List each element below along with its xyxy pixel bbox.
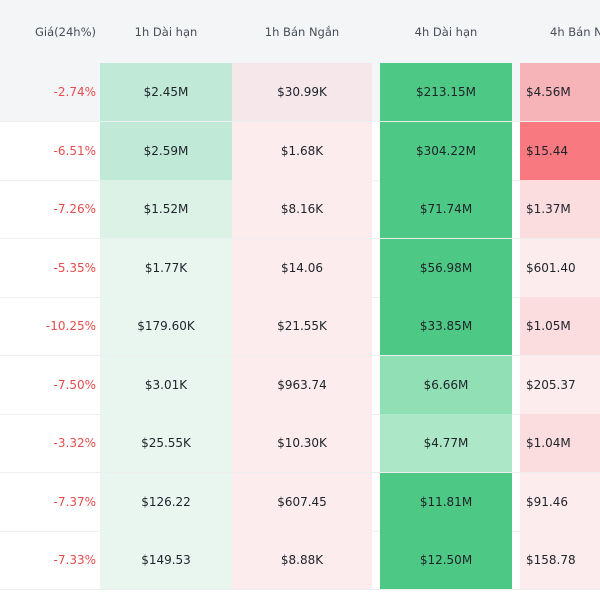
header-price-24h[interactable]: Giá(24h%) xyxy=(35,24,96,39)
h4-short-cell: $205.37 xyxy=(520,355,600,414)
h1-short-cell: $21.55K xyxy=(232,297,372,355)
h4-long-cell: $11.81M xyxy=(380,472,512,531)
h4-short-cell: $4.56M xyxy=(520,63,600,121)
table-row[interactable]: -7.37% $126.22 $607.45 $11.81M $91.46 xyxy=(0,472,600,532)
h4-long-cell: $33.85M xyxy=(380,297,512,355)
h4-long-cell: $6.66M xyxy=(380,355,512,414)
h1-short-cell: $30.99K xyxy=(232,63,372,121)
table-row[interactable]: -10.25% $179.60K $21.55K $33.85M $1.05M xyxy=(0,297,600,356)
h1-long-cell: $179.60K xyxy=(100,297,232,355)
h1-short-cell: $8.88K xyxy=(232,531,372,589)
h4-long-cell: $71.74M xyxy=(380,180,512,238)
h4-long-cell: $56.98M xyxy=(380,238,512,297)
h4-short-cell: $15.44 xyxy=(520,121,600,180)
h1-long-cell: $1.52M xyxy=(100,180,232,238)
price-change-cell: -7.33% xyxy=(53,553,96,567)
header-4h-short[interactable]: 4h Bán Ngắn xyxy=(550,24,600,39)
h1-long-cell: $149.53 xyxy=(100,531,232,589)
price-change-cell: -7.26% xyxy=(53,202,96,216)
h4-long-cell: $4.77M xyxy=(380,414,512,472)
h4-short-cell: $1.37M xyxy=(520,180,600,238)
price-change-cell: -6.51% xyxy=(53,143,96,158)
table-header: Giá(24h%) 1h Dài hạn 1h Bán Ngắn 4h Dài … xyxy=(0,0,600,64)
table-row[interactable]: -7.50% $3.01K $963.74 $6.66M $205.37 xyxy=(0,355,600,415)
h1-long-cell: $2.59M xyxy=(100,121,232,180)
h1-long-cell: $1.77K xyxy=(100,238,232,297)
h1-short-cell: $10.30K xyxy=(232,414,372,472)
h1-short-cell: $14.06 xyxy=(232,238,372,297)
price-change-cell: -3.32% xyxy=(53,436,96,450)
h4-short-cell: $1.05M xyxy=(520,297,600,355)
h1-short-cell: $8.16K xyxy=(232,180,372,238)
h1-long-cell: $126.22 xyxy=(100,472,232,531)
h4-long-cell: $304.22M xyxy=(380,121,512,180)
table-row[interactable]: -7.33% $149.53 $8.88K $12.50M $158.78 xyxy=(0,531,600,590)
price-change-cell: -7.50% xyxy=(53,377,96,392)
price-change-cell: -5.35% xyxy=(53,260,96,275)
table-row[interactable]: -7.26% $1.52M $8.16K $71.74M $1.37M xyxy=(0,180,600,239)
header-4h-long[interactable]: 4h Dài hạn xyxy=(414,24,478,39)
h1-long-cell: $2.45M xyxy=(100,63,232,121)
h4-short-cell: $601.40 xyxy=(520,238,600,297)
header-1h-long[interactable]: 1h Dài hạn xyxy=(134,24,198,39)
price-change-cell: -10.25% xyxy=(45,319,96,333)
h1-long-cell: $3.01K xyxy=(100,355,232,414)
table-row[interactable]: -6.51% $2.59M $1.68K $304.22M $15.44 xyxy=(0,121,600,181)
h4-short-cell: $1.04M xyxy=(520,414,600,472)
h1-short-cell: $1.68K xyxy=(232,121,372,180)
price-change-cell: -2.74% xyxy=(53,85,96,99)
table-row[interactable]: -2.74% $2.45M $30.99K $213.15M $4.56M xyxy=(0,63,600,122)
header-1h-short[interactable]: 1h Bán Ngắn xyxy=(264,24,340,39)
table-row[interactable]: -5.35% $1.77K $14.06 $56.98M $601.40 xyxy=(0,238,600,298)
table-row[interactable]: -3.32% $25.55K $10.30K $4.77M $1.04M xyxy=(0,414,600,473)
h1-long-cell: $25.55K xyxy=(100,414,232,472)
h4-short-cell: $158.78 xyxy=(520,531,600,589)
h1-short-cell: $607.45 xyxy=(232,472,372,531)
h1-short-cell: $963.74 xyxy=(232,355,372,414)
h4-short-cell: $91.46 xyxy=(520,472,600,531)
price-change-cell: -7.37% xyxy=(53,494,96,509)
h4-long-cell: $213.15M xyxy=(380,63,512,121)
h4-long-cell: $12.50M xyxy=(380,531,512,589)
